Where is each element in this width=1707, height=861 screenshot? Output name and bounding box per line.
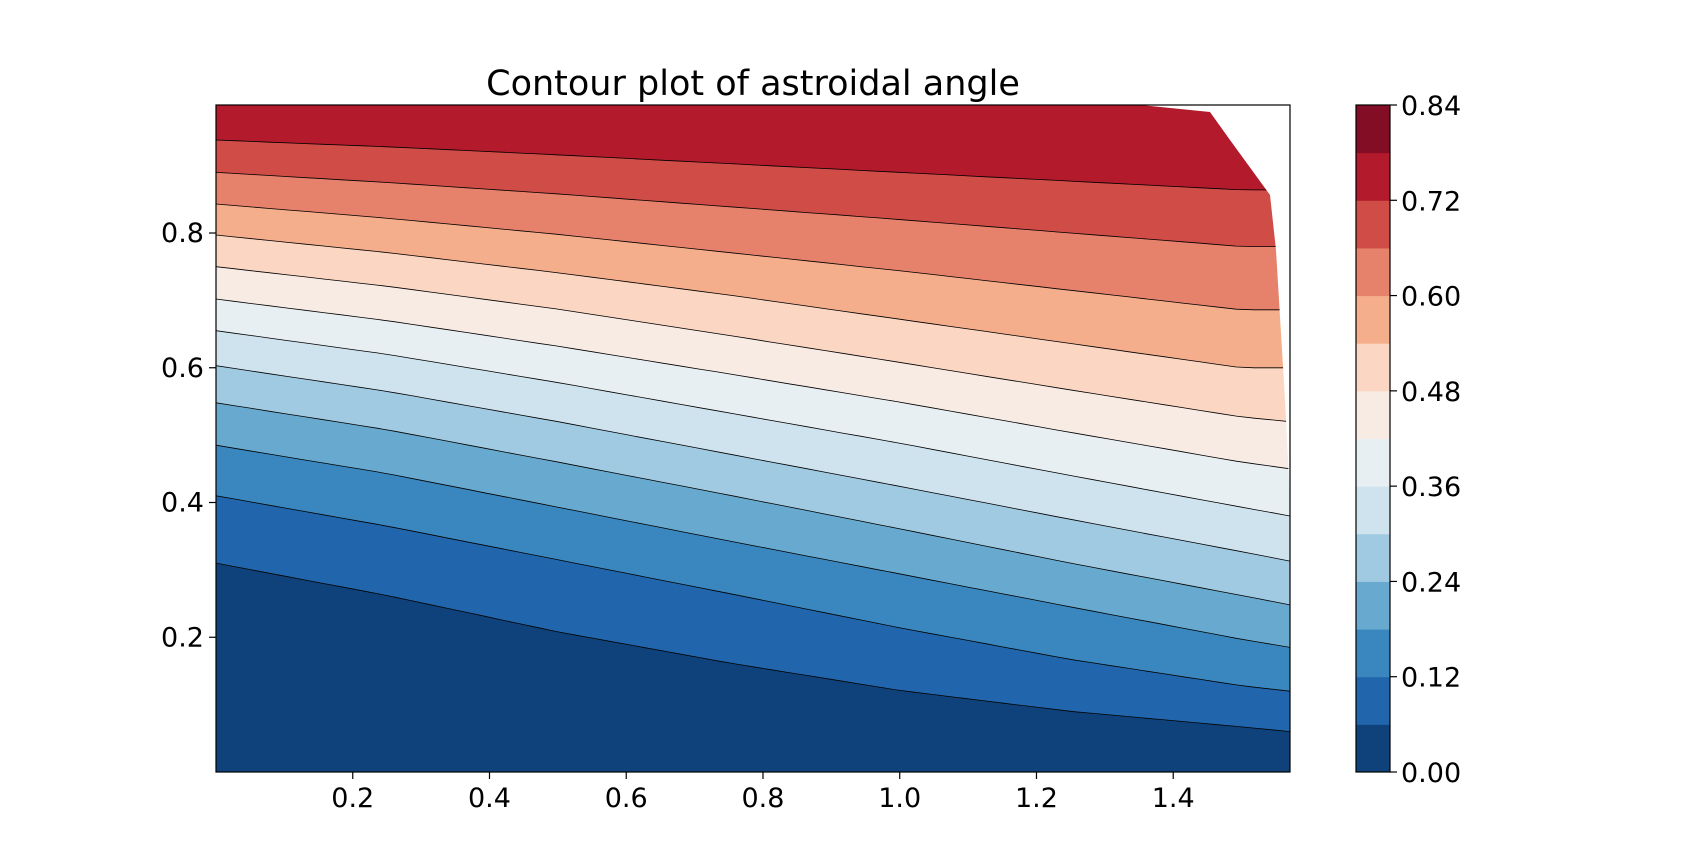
contour-line	[216, 444, 1290, 648]
contour-line	[216, 495, 1290, 692]
contour-line	[216, 365, 1290, 562]
colorbar-segment	[1356, 581, 1390, 630]
x-tick-label: 0.4	[468, 783, 511, 814]
axes-frame	[215, 104, 1291, 773]
colorbar-segment	[1356, 533, 1390, 582]
x-tick-label: 1.4	[1152, 783, 1195, 814]
contour-line	[216, 139, 1290, 191]
colorbar-segment	[1356, 676, 1390, 725]
y-tick-label: 0.6	[161, 353, 204, 384]
y-tick-label: 0.8	[161, 218, 204, 249]
contour-line	[216, 234, 1290, 369]
colorbar-tick-label: 0.24	[1401, 567, 1461, 598]
colorbar-segment	[1356, 486, 1390, 535]
contour-line	[216, 330, 1290, 517]
colorbar-tick-label: 0.84	[1401, 91, 1461, 122]
contour-line	[216, 203, 1290, 311]
chart-title: Contour plot of astroidal angle	[486, 64, 1020, 104]
x-tick-label: 0.2	[331, 783, 374, 814]
colorbar-segment	[1356, 152, 1390, 201]
plot-area: 0.2 0.4 0.6 0.8 1.0 1.2 1.4 0.2 0.4 0.6 0.8	[161, 104, 1291, 814]
colorbar-tick-label: 0.36	[1401, 472, 1461, 503]
x-tick-label: 1.2	[1015, 783, 1058, 814]
contour-fills	[216, 105, 1290, 772]
colorbar-segment	[1356, 105, 1390, 154]
colorbar-segment	[1356, 390, 1390, 439]
contour-line	[216, 266, 1290, 423]
colorbar-frame	[1355, 104, 1391, 773]
colorbar-tick-label: 0.00	[1401, 758, 1461, 789]
colorbar-segment	[1356, 438, 1390, 487]
colorbar-segment	[1356, 200, 1390, 249]
colorbar-segment	[1356, 343, 1390, 392]
x-tick-label: 0.6	[605, 783, 648, 814]
colorbar-tick-label: 0.72	[1401, 186, 1461, 217]
colorbar-segment	[1356, 629, 1390, 678]
colorbar-segment	[1356, 724, 1390, 773]
contour-line	[216, 298, 1290, 470]
colorbar-tick-label: 0.48	[1401, 377, 1461, 408]
colorbar-tick-label: 0.60	[1401, 282, 1461, 313]
contour-line	[216, 562, 1290, 732]
contour-lines	[216, 139, 1290, 732]
y-tick-label: 0.2	[161, 622, 204, 653]
colorbar: 0.00 0.12 0.24 0.36 0.48 0.60 0.72 0.84	[1355, 91, 1461, 789]
colorbar-tick-label: 0.12	[1401, 663, 1461, 694]
contour-line	[216, 402, 1290, 606]
y-tick-label: 0.4	[161, 488, 204, 519]
colorbar-segment	[1356, 247, 1390, 297]
x-tick-label: 0.8	[742, 783, 785, 814]
contour-line	[216, 172, 1290, 247]
x-tick-label: 1.0	[878, 783, 921, 814]
colorbar-segment	[1356, 295, 1390, 344]
